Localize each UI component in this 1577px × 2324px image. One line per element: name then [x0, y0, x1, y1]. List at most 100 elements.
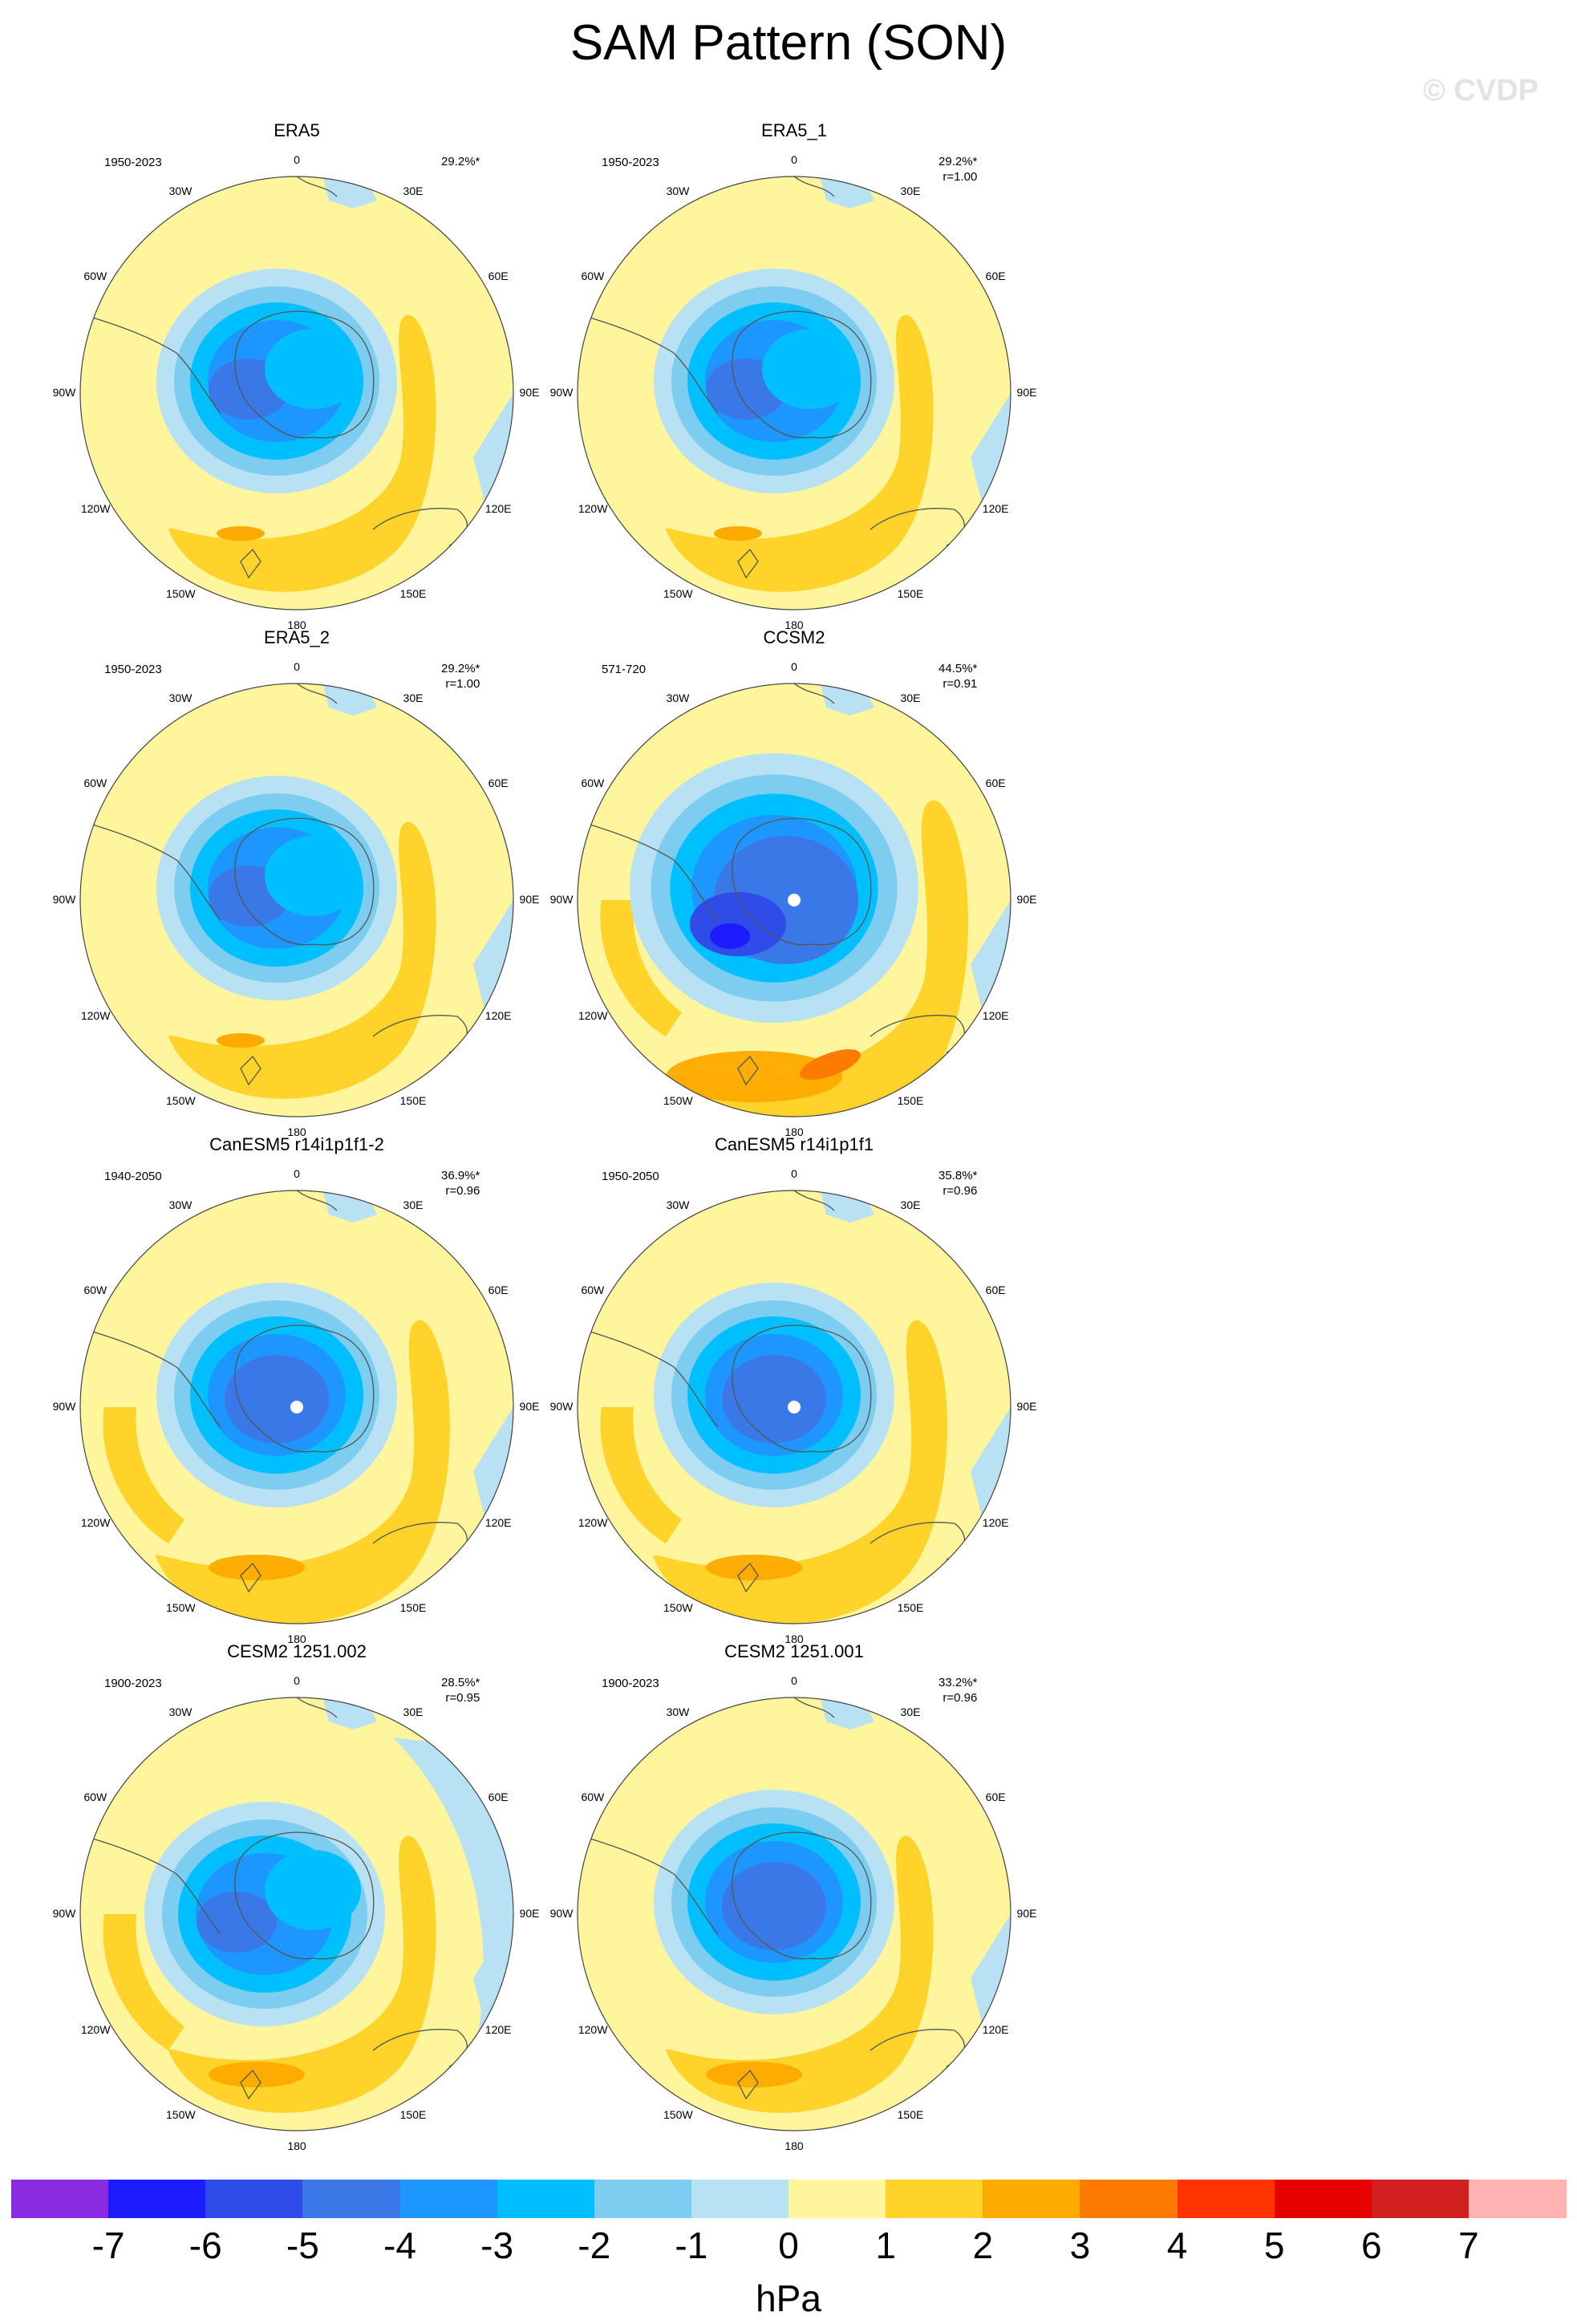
- polar-map: [79, 683, 514, 1117]
- longitude-label: 60W: [83, 1284, 107, 1296]
- coastline: [793, 1697, 835, 1718]
- positive-anomaly-arc: [634, 800, 968, 1117]
- longitude-label: 150E: [399, 1094, 427, 1108]
- negative-anomaly-lobe: [265, 836, 361, 916]
- longitude-label: 120W: [80, 1516, 111, 1529]
- longitude-label: 90E: [519, 893, 540, 906]
- longitude-label: 120E: [484, 1516, 512, 1529]
- longitude-label: 180: [287, 1125, 306, 1138]
- longitude-label: 90E: [1016, 1907, 1037, 1920]
- longitude-label: 120W: [578, 502, 608, 515]
- longitude-label: 30E: [403, 1705, 424, 1718]
- polar-map: [577, 1190, 1011, 1624]
- pattern-correlation: r=0.91: [943, 677, 978, 691]
- colorbar-segment: [205, 2180, 304, 2218]
- longitude-label: 150W: [166, 1601, 196, 1615]
- longitude-label: 90E: [1016, 893, 1037, 906]
- longitude-label: 120E: [484, 2023, 512, 2036]
- positive-anomaly-core: [209, 2062, 305, 2087]
- longitude-label: 90E: [519, 386, 540, 399]
- longitude-label: 60E: [488, 1791, 509, 1803]
- longitude-label: 180: [784, 2139, 804, 2152]
- colorbar-tick-label: -1: [675, 2225, 708, 2266]
- colorbar-tick-label: 7: [1458, 2225, 1479, 2266]
- coastline: [80, 1829, 221, 1935]
- map-panel: CESM2 1251.001 1900-2023 33.2%* r=0.96 0 30E 6…: [550, 1641, 1163, 2155]
- longitude-label: 60E: [985, 777, 1006, 789]
- longitude-label: 90E: [1016, 1400, 1037, 1413]
- longitude-label: 120E: [982, 1009, 1009, 1022]
- negative-anomaly-lobe: [265, 329, 361, 409]
- colorbar-units: hPa: [756, 2277, 821, 2319]
- longitude-label: 30E: [403, 1198, 424, 1211]
- colorbar-tick-label: -7: [91, 2225, 125, 2266]
- panel-years: 571-720: [602, 663, 647, 676]
- longitude-label: 90E: [519, 1907, 540, 1920]
- longitude-label: 30E: [900, 691, 921, 704]
- coastline: [80, 308, 221, 414]
- pole-marker: [788, 1401, 801, 1413]
- colorbar-segment: [983, 2180, 1081, 2218]
- coastline: [578, 815, 719, 921]
- longitude-label: 180: [287, 1632, 306, 1645]
- colorbar-segment: [1468, 2180, 1567, 2218]
- positive-anomaly-peak: [800, 1049, 861, 1080]
- longitude-label: 30W: [666, 1705, 690, 1718]
- coastline: [80, 815, 221, 921]
- coastline: [732, 1831, 872, 1960]
- positive-anomaly-core: [217, 1033, 265, 1048]
- pole-marker: [290, 1401, 303, 1413]
- longitude-label: 180: [287, 2139, 306, 2152]
- coastline: [578, 1322, 719, 1428]
- polar-map: [577, 176, 1011, 610]
- coastline: [578, 1829, 719, 1935]
- map-boundary: [79, 176, 514, 610]
- coastline: [234, 817, 375, 946]
- map-panel: CCSM2 571-720 44.5%* r=0.91 0 30E 60E 90E 120E 15…: [550, 627, 1163, 1141]
- longitude-label: 150E: [897, 2108, 924, 2122]
- longitude-label: 180: [784, 1125, 804, 1138]
- explained-variance: 44.5%*: [938, 662, 978, 675]
- colorbar-segment: [886, 2180, 984, 2218]
- longitude-label: 180: [784, 1632, 804, 1645]
- panel-title: CESM2 1251.002: [227, 1641, 367, 1661]
- longitude-label: 120E: [982, 2023, 1009, 2036]
- colorbar-tick-label: -5: [286, 2225, 319, 2266]
- longitude-label: 90W: [549, 1907, 574, 1920]
- colorbar-tick-label: 3: [1069, 2225, 1091, 2266]
- map-boundary: [577, 176, 1011, 610]
- positive-anomaly-arc: [666, 314, 934, 592]
- colorbar-tick-label: 5: [1263, 2225, 1285, 2266]
- explained-variance: 36.9%*: [441, 1169, 480, 1182]
- longitude-label: 150E: [399, 587, 427, 601]
- coastline: [578, 308, 719, 414]
- coastline: [732, 817, 872, 946]
- longitude-label: 30W: [666, 1198, 690, 1211]
- positive-anomaly-arc: [168, 314, 436, 592]
- longitude-label: 90E: [1016, 386, 1037, 399]
- panel-years: 1950-2023: [104, 156, 162, 169]
- longitude-label: 30W: [168, 1198, 193, 1211]
- longitude-label: 90W: [549, 893, 574, 906]
- longitude-label: 60E: [985, 1791, 1006, 1803]
- positive-anomaly-core: [666, 1051, 842, 1102]
- coastline: [737, 1055, 759, 1086]
- longitude-label: 30E: [900, 1705, 921, 1718]
- longitude-label: 0: [294, 660, 300, 673]
- panel-stats: 29.2%* r=1.00: [938, 154, 977, 185]
- panel-title: ERA5_1: [761, 120, 827, 140]
- map-boundary: [577, 683, 1011, 1117]
- panel-stats: 44.5%* r=0.91: [938, 661, 977, 692]
- positive-anomaly-west: [600, 1407, 682, 1543]
- longitude-label: 60E: [488, 777, 509, 789]
- positive-anomaly-core: [209, 1555, 305, 1580]
- longitude-label: 90W: [52, 1907, 76, 1920]
- explained-variance: 29.2%*: [441, 662, 480, 675]
- coastline: [296, 1697, 338, 1718]
- longitude-label: 60E: [488, 270, 509, 282]
- pattern-correlation: r=0.96: [445, 1184, 480, 1198]
- panel-title: CESM2 1251.001: [724, 1641, 864, 1661]
- map-panel: CESM2 1251.002 1900-2023 28.5%* r=0.95 0 30E 6…: [53, 1641, 666, 2155]
- map-panel: CanESM5 r14i1p1f1 1950-2050 35.8%* r=0.96 0 3…: [550, 1134, 1163, 1648]
- coastline: [732, 310, 872, 439]
